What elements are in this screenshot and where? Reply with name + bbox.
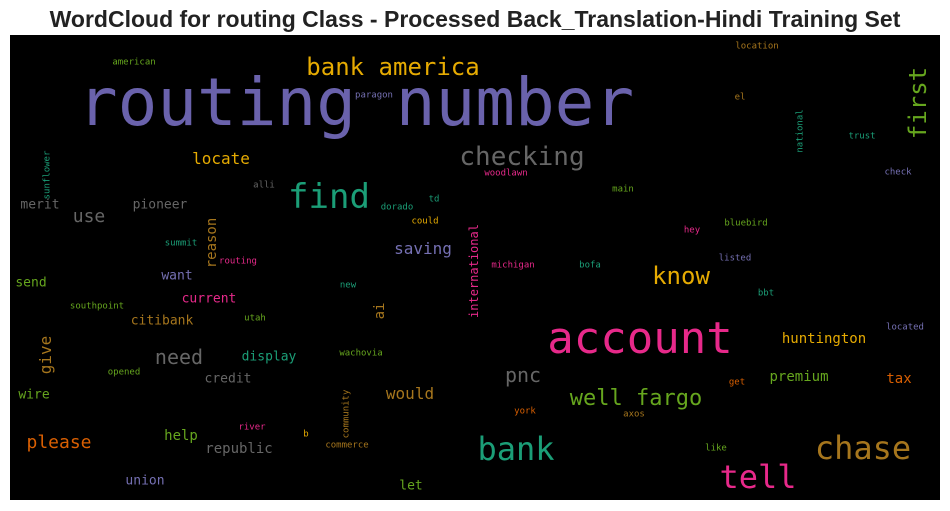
word-pioneer: pioneer: [132, 197, 188, 213]
word-hey: hey: [683, 225, 701, 236]
word-alli: alli: [253, 180, 275, 191]
word-bank-america: bank america: [306, 53, 480, 81]
word-well-fargo: well fargo: [569, 386, 703, 411]
word-wachovia: wachovia: [339, 348, 383, 359]
word-york: york: [514, 406, 536, 417]
word-new: new: [339, 280, 357, 291]
word-cloud-canvas: routing number account find chase bank tell ch…: [10, 35, 940, 500]
word-axos: axos: [623, 409, 645, 420]
word-routing: routing: [219, 256, 257, 267]
word-give: give: [36, 335, 55, 375]
word-know: know: [652, 262, 710, 290]
word-commerce: commerce: [325, 440, 369, 451]
word-pnc: pnc: [504, 363, 542, 387]
word-routing-number: routing number: [77, 64, 635, 141]
word-bofa: bofa: [579, 260, 601, 271]
word-union: union: [125, 473, 165, 489]
word-like: like: [705, 443, 727, 454]
word-community: community: [341, 389, 352, 439]
word-b: b: [303, 429, 309, 440]
word-summit: summit: [164, 238, 198, 249]
word-ai: ai: [372, 302, 388, 320]
word-send: send: [15, 275, 47, 291]
word-southpoint: southpoint: [69, 301, 125, 312]
word-republic: republic: [205, 441, 273, 457]
word-want: want: [161, 268, 193, 284]
word-find: find: [288, 177, 370, 217]
word-bbt: bbt: [757, 288, 775, 299]
word-tell: tell: [719, 458, 797, 496]
word-american: american: [112, 57, 156, 68]
word-help: help: [164, 428, 198, 444]
word-display: display: [241, 349, 297, 365]
word-bluebird: bluebird: [724, 218, 768, 229]
word-locate: locate: [192, 149, 250, 168]
word-main: main: [612, 184, 634, 195]
word-checking: checking: [459, 142, 585, 172]
word-could: could: [411, 216, 439, 227]
word-listed: listed: [718, 253, 752, 264]
word-wire: wire: [18, 387, 50, 403]
word-dorado: dorado: [380, 202, 414, 213]
word-current: current: [181, 291, 237, 307]
word-reason: reason: [204, 217, 220, 269]
word-td: td: [428, 194, 440, 205]
word-saving: saving: [394, 239, 452, 258]
word-let: let: [399, 478, 423, 494]
word-paragon: paragon: [355, 90, 393, 101]
word-trust: trust: [848, 131, 876, 142]
word-international: international: [467, 224, 481, 318]
word-would: would: [385, 384, 435, 403]
word-bank: bank: [477, 430, 555, 468]
word-opened: opened: [107, 367, 141, 378]
word-woodlawn: woodlawn: [484, 168, 528, 179]
word-citibank: citibank: [130, 313, 194, 329]
word-merit: merit: [20, 197, 60, 213]
word-sunflower: sunflower: [42, 150, 53, 200]
word-get: get: [728, 377, 746, 388]
word-first: first: [904, 66, 932, 140]
word-location: location: [735, 41, 779, 52]
word-river: river: [238, 422, 266, 433]
word-account: account: [547, 313, 733, 364]
word-el: el: [734, 92, 746, 103]
word-check: check: [884, 167, 912, 178]
word-michigan: michigan: [491, 260, 535, 271]
word-chase: chase: [814, 429, 912, 467]
word-utah: utah: [244, 313, 266, 324]
word-use: use: [72, 206, 106, 227]
word-tax: tax: [886, 371, 912, 387]
word-huntington: huntington: [781, 331, 867, 347]
word-credit: credit: [204, 371, 252, 387]
word-premium: premium: [769, 369, 829, 385]
word-located: located: [886, 322, 924, 333]
chart-title: WordCloud for routing Class - Processed …: [49, 6, 901, 32]
word-need: need: [154, 345, 204, 369]
word-national: national: [795, 109, 806, 153]
word-please: please: [26, 432, 92, 453]
